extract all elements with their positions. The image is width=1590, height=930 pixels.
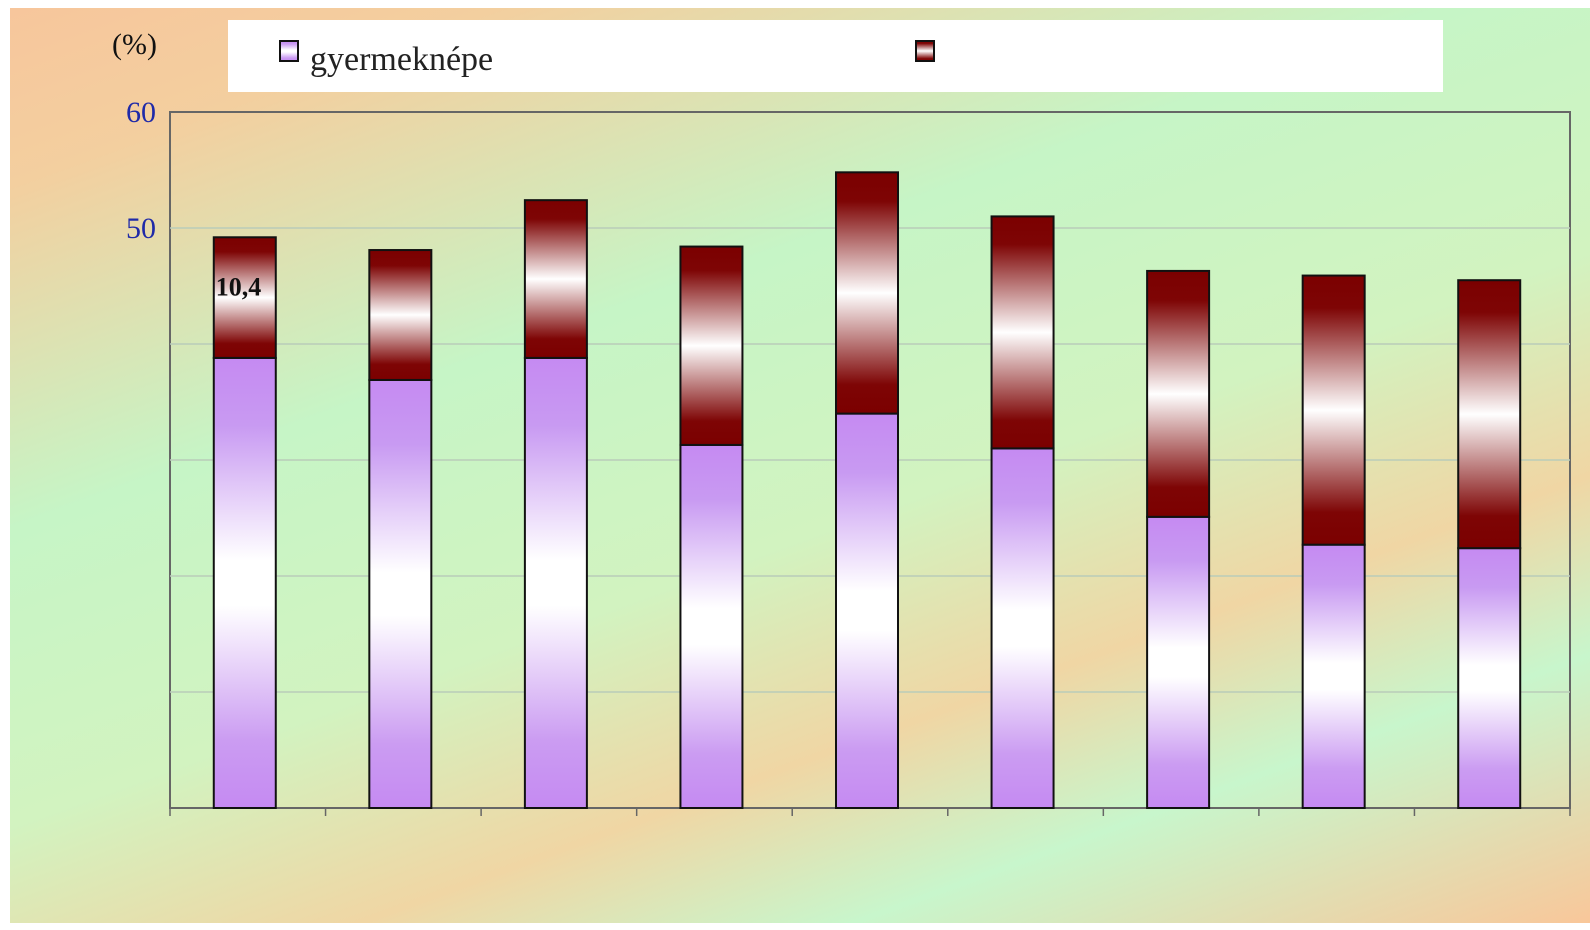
- legend-swatch-series-1: [280, 41, 298, 61]
- legend-swatch-series-2: [916, 41, 934, 61]
- bar-segment-series-2-7: [1147, 271, 1209, 517]
- y-axis-unit-label: (%): [112, 28, 157, 61]
- bar-segment-series-2-3: [525, 200, 587, 358]
- bar-segment-series-1-7: [1147, 517, 1209, 808]
- bars: [214, 172, 1520, 808]
- bar-segment-series-2-4: [680, 247, 742, 445]
- x-axis-ticks: [170, 808, 1570, 816]
- legend-label-series-1: gyermeknépe: [310, 41, 493, 78]
- bar-segment-series-1-8: [1303, 545, 1365, 808]
- bar-segment-series-2-8: [1303, 276, 1365, 545]
- bar-segment-series-1-5: [836, 414, 898, 808]
- bar-segment-series-2-9: [1458, 280, 1520, 548]
- y-tick-label: 50: [126, 212, 156, 245]
- bar-segment-series-1-4: [680, 445, 742, 808]
- bar-segment-series-2-2: [369, 250, 431, 380]
- bar-segment-series-1-6: [992, 448, 1054, 808]
- data-labels: 10,4: [216, 273, 262, 302]
- bar-segment-series-2-6: [992, 216, 1054, 448]
- y-axis-ticks: 60 50: [126, 96, 156, 245]
- bar-segment-series-2-5: [836, 172, 898, 413]
- bar-segment-series-1-1: [214, 358, 276, 808]
- stacked-bar-chart: gyermeknépe (%) 60 50 10,4: [10, 8, 1590, 923]
- bar-segment-series-1-2: [369, 380, 431, 808]
- chart-canvas: gyermeknépe (%) 60 50 10,4: [10, 8, 1590, 923]
- data-label: 10,4: [216, 273, 262, 302]
- y-tick-label: 60: [126, 96, 156, 129]
- bar-segment-series-1-3: [525, 358, 587, 808]
- bar-segment-series-1-9: [1458, 548, 1520, 808]
